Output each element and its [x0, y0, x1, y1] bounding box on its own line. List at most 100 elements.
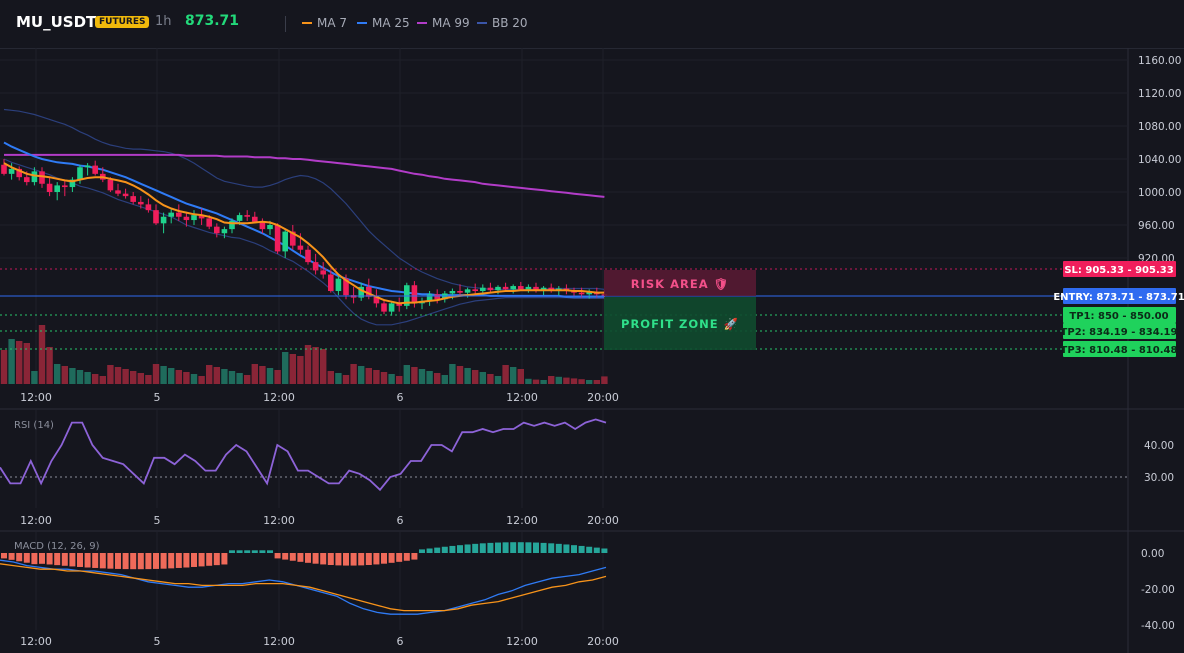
candle-body [107, 179, 114, 191]
macd-histogram-bar [206, 553, 213, 566]
volume-bar [274, 370, 281, 384]
volume-bar [320, 349, 327, 384]
volume-bar [411, 367, 418, 384]
volume-bar [107, 365, 114, 384]
macd-histogram-bar [571, 545, 577, 553]
candle-body [305, 249, 311, 263]
candle-body [328, 274, 334, 291]
macd-histogram-bar [1, 553, 7, 559]
volume-bar [396, 376, 403, 384]
price-tick-label: 960.00 [1138, 220, 1175, 232]
volume-bar [46, 347, 53, 384]
macd-histogram-bar [533, 542, 539, 553]
volume-bar [152, 364, 160, 384]
candle-body [487, 287, 494, 291]
tp1-tag: TP1: 850 - 850.00 [1069, 311, 1168, 322]
macd-histogram-bar [487, 542, 494, 553]
volume-bar [403, 365, 410, 384]
interval-selector[interactable]: 1h [155, 14, 172, 29]
macd-histogram-bar [373, 553, 380, 565]
candle-body [472, 289, 478, 291]
volume-bar [289, 354, 296, 384]
macd-histogram-bar [449, 545, 456, 553]
legend-bb20[interactable]: BB 20 [477, 16, 528, 30]
ma99-line [4, 153, 605, 198]
macd-histogram-bar [525, 542, 532, 553]
candle-body [1, 164, 7, 174]
candle-body [191, 215, 197, 221]
volume-bar [312, 347, 319, 384]
volume-bar [304, 345, 312, 384]
macd-histogram-bar [99, 553, 106, 569]
volume-bar [464, 368, 471, 384]
macd-histogram-bar [191, 553, 197, 567]
volume-bar [8, 339, 15, 384]
volume-bar [92, 374, 99, 384]
volume-bar [456, 366, 464, 384]
tp2-tag-bg [1063, 323, 1176, 339]
volume-bar [373, 370, 380, 384]
volume-bar [221, 369, 228, 384]
volume-bar [23, 343, 30, 384]
candle-body [335, 278, 342, 291]
candle-body [31, 171, 38, 183]
symbol-title[interactable]: MU_USDT [16, 13, 97, 31]
macd-histogram-bar [54, 553, 61, 566]
macd-histogram-bar [168, 553, 175, 569]
candle-body [138, 201, 144, 205]
macd-histogram-bar [327, 553, 334, 565]
macd-histogram-bar [343, 553, 349, 566]
macd-histogram-bar [198, 553, 205, 567]
candle-body [480, 287, 486, 291]
x-tick-label-macd: 6 [397, 635, 404, 648]
tp3-tag: TP3: 810.48 - 810.48 [1061, 345, 1178, 356]
macd-line [0, 559, 607, 615]
volume-bar [335, 373, 342, 384]
macd-histogram-bar [274, 553, 281, 559]
tp1-tag-bg [1063, 307, 1176, 323]
macd-histogram-bar [419, 549, 425, 553]
x-tick-label-main: 12:00 [20, 391, 52, 404]
volume-bar [137, 373, 144, 384]
macd-tick-label: 0.00 [1141, 548, 1164, 560]
macd-histogram-bar [153, 553, 159, 569]
candle-body [69, 179, 76, 188]
macd-histogram-bar [365, 553, 372, 565]
legend-ma25[interactable]: MA 25 [357, 16, 410, 30]
candle-body [236, 215, 243, 221]
rsi-panel-label: RSI (14) [14, 420, 54, 431]
candle-body [198, 215, 205, 219]
volume-bar [449, 364, 456, 384]
macd-histogram-bar [441, 546, 448, 553]
macd-histogram-bar [350, 553, 357, 566]
x-tick-label-macd: 5 [154, 635, 161, 648]
macd-histogram-bar [31, 553, 38, 565]
volume-bar [122, 369, 129, 384]
profit-zone-label: PROFIT ZONE 🚀 [621, 317, 739, 331]
x-tick-label-main: 6 [397, 391, 404, 404]
candle-body [533, 286, 539, 291]
volume-bar [342, 375, 350, 384]
x-tick-label-rsi: 5 [154, 514, 161, 527]
legend-ma7[interactable]: MA 7 [302, 16, 347, 30]
volume-bar [502, 365, 509, 384]
volume-bar [426, 371, 433, 384]
candle-body [130, 196, 136, 202]
legend-ma99[interactable]: MA 99 [417, 16, 470, 30]
candle-body [39, 171, 45, 184]
candle-body [411, 285, 418, 304]
candle-body [160, 216, 167, 224]
rsi-line [0, 418, 607, 492]
candle-body [358, 286, 364, 298]
macd-histogram-bar [540, 542, 547, 553]
macd-histogram-bar [601, 548, 608, 553]
x-tick-label-main: 5 [154, 391, 161, 404]
volume-bar [517, 369, 524, 384]
volume-bar [259, 366, 266, 384]
macd-histogram-bar [221, 553, 228, 565]
volume-bar [175, 370, 182, 384]
macd-histogram-bar [115, 553, 121, 569]
macd-histogram-bar [555, 543, 562, 553]
macd-tick-label: -20.00 [1141, 584, 1175, 596]
